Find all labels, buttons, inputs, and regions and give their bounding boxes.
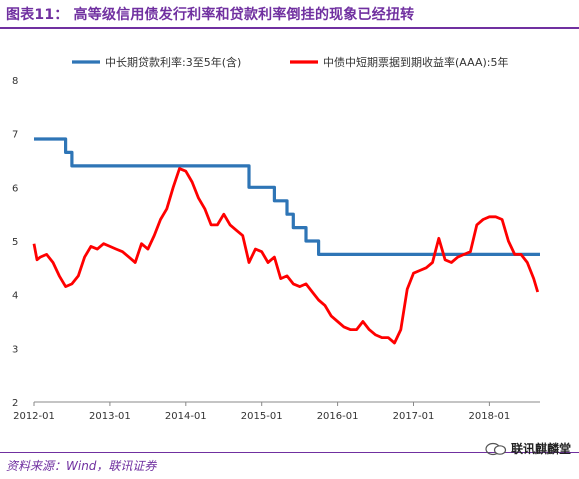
series-layer <box>32 137 540 345</box>
x-tick-label: 2016-01 <box>317 411 359 422</box>
legend-label: 中债中短期票据到期收益率(AAA):5年 <box>323 55 508 69</box>
source-note: 资料来源：Wind，联讯证券 <box>6 459 157 473</box>
x-tick-label: 2015-01 <box>241 411 283 422</box>
wechat-icon <box>485 442 507 455</box>
rate-comparison-chart: 2 3 4 5 6 7 8 2012-01 2013-01 2014-01 2015-01 2016-… <box>12 55 540 422</box>
y-tick-label: 7 <box>12 130 18 141</box>
figure-title: 图表11： 高等级信用债发行利率和贷款利率倒挂的现象已经扭转 <box>6 7 415 23</box>
footer-divider <box>0 452 579 453</box>
title-divider <box>0 27 579 29</box>
y-tick-label: 3 <box>12 344 18 355</box>
y-tick-label: 5 <box>12 237 18 248</box>
watermark-text: 联讯麒麟堂 <box>510 442 571 456</box>
x-tick-label: 2014-01 <box>165 411 207 422</box>
y-tick-label: 4 <box>12 291 18 302</box>
axes: 2 3 4 5 6 7 8 2012-01 2013-01 2014-01 2015-01 2016-… <box>12 76 540 422</box>
y-tick-label: 8 <box>12 76 18 87</box>
legend-label: 中长期贷款利率:3至5年(含) <box>105 55 241 69</box>
loan-rate-line <box>34 137 540 256</box>
x-tick-label: 2018-01 <box>469 411 511 422</box>
x-tick-label: 2012-01 <box>13 411 55 422</box>
watermark: 联讯麒麟堂 <box>485 440 571 457</box>
y-tick-label: 2 <box>12 398 18 409</box>
legend: 中长期贷款利率:3至5年(含) 中债中短期票据到期收益率(AAA):5年 <box>72 55 508 69</box>
y-tick-label: 6 <box>12 183 18 194</box>
note-yield-line <box>32 167 540 345</box>
x-tick-label: 2013-01 <box>89 411 131 422</box>
x-tick-label: 2017-01 <box>393 411 435 422</box>
